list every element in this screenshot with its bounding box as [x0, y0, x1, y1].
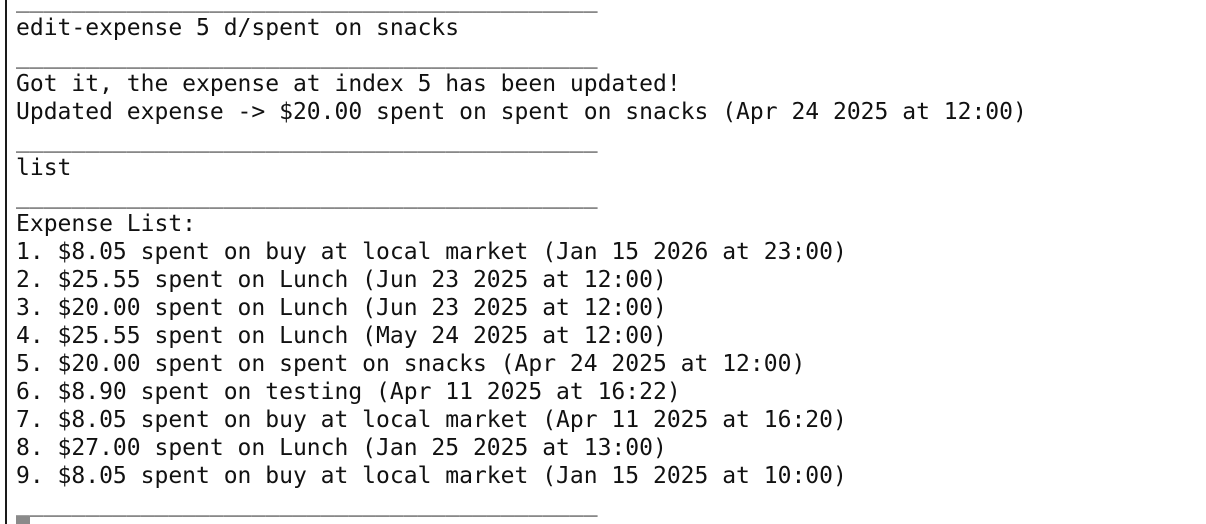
output-line: Updated expense -> $20.00 spent on spent… — [16, 99, 1027, 125]
output-line: 9. $8.05 spent on buy at local market (J… — [16, 463, 847, 489]
output-line: 7. $8.05 spent on buy at local market (A… — [16, 407, 847, 433]
output-line: edit-expense 5 d/spent on snacks — [16, 15, 460, 41]
window-border — [5, 0, 7, 524]
output-line: 6. $8.90 spent on testing (Apr 11 2025 a… — [16, 379, 681, 405]
output-line: list — [16, 155, 72, 181]
output-line: 2. $25.55 spent on Lunch (Jun 23 2025 at… — [16, 267, 667, 293]
separator: ________________________________________… — [16, 183, 598, 209]
output-line: Got it, the expense at index 5 has been … — [16, 71, 681, 97]
separator: ________________________________________… — [16, 491, 598, 517]
separator: ________________________________________… — [16, 0, 598, 13]
output-line: 5. $20.00 spent on spent on snacks (Apr … — [16, 351, 806, 377]
separator: ________________________________________… — [16, 127, 598, 153]
terminal-output: ________________________________________… — [16, 0, 1206, 518]
output-line: 1. $8.05 spent on buy at local market (J… — [16, 239, 847, 265]
output-line: Expense List: — [16, 211, 197, 237]
output-line: 4. $25.55 spent on Lunch (May 24 2025 at… — [16, 323, 667, 349]
output-line: 3. $20.00 spent on Lunch (Jun 23 2025 at… — [16, 295, 667, 321]
separator: ________________________________________… — [16, 43, 598, 69]
text-cursor — [16, 516, 30, 524]
output-line: 8. $27.00 spent on Lunch (Jan 25 2025 at… — [16, 435, 667, 461]
